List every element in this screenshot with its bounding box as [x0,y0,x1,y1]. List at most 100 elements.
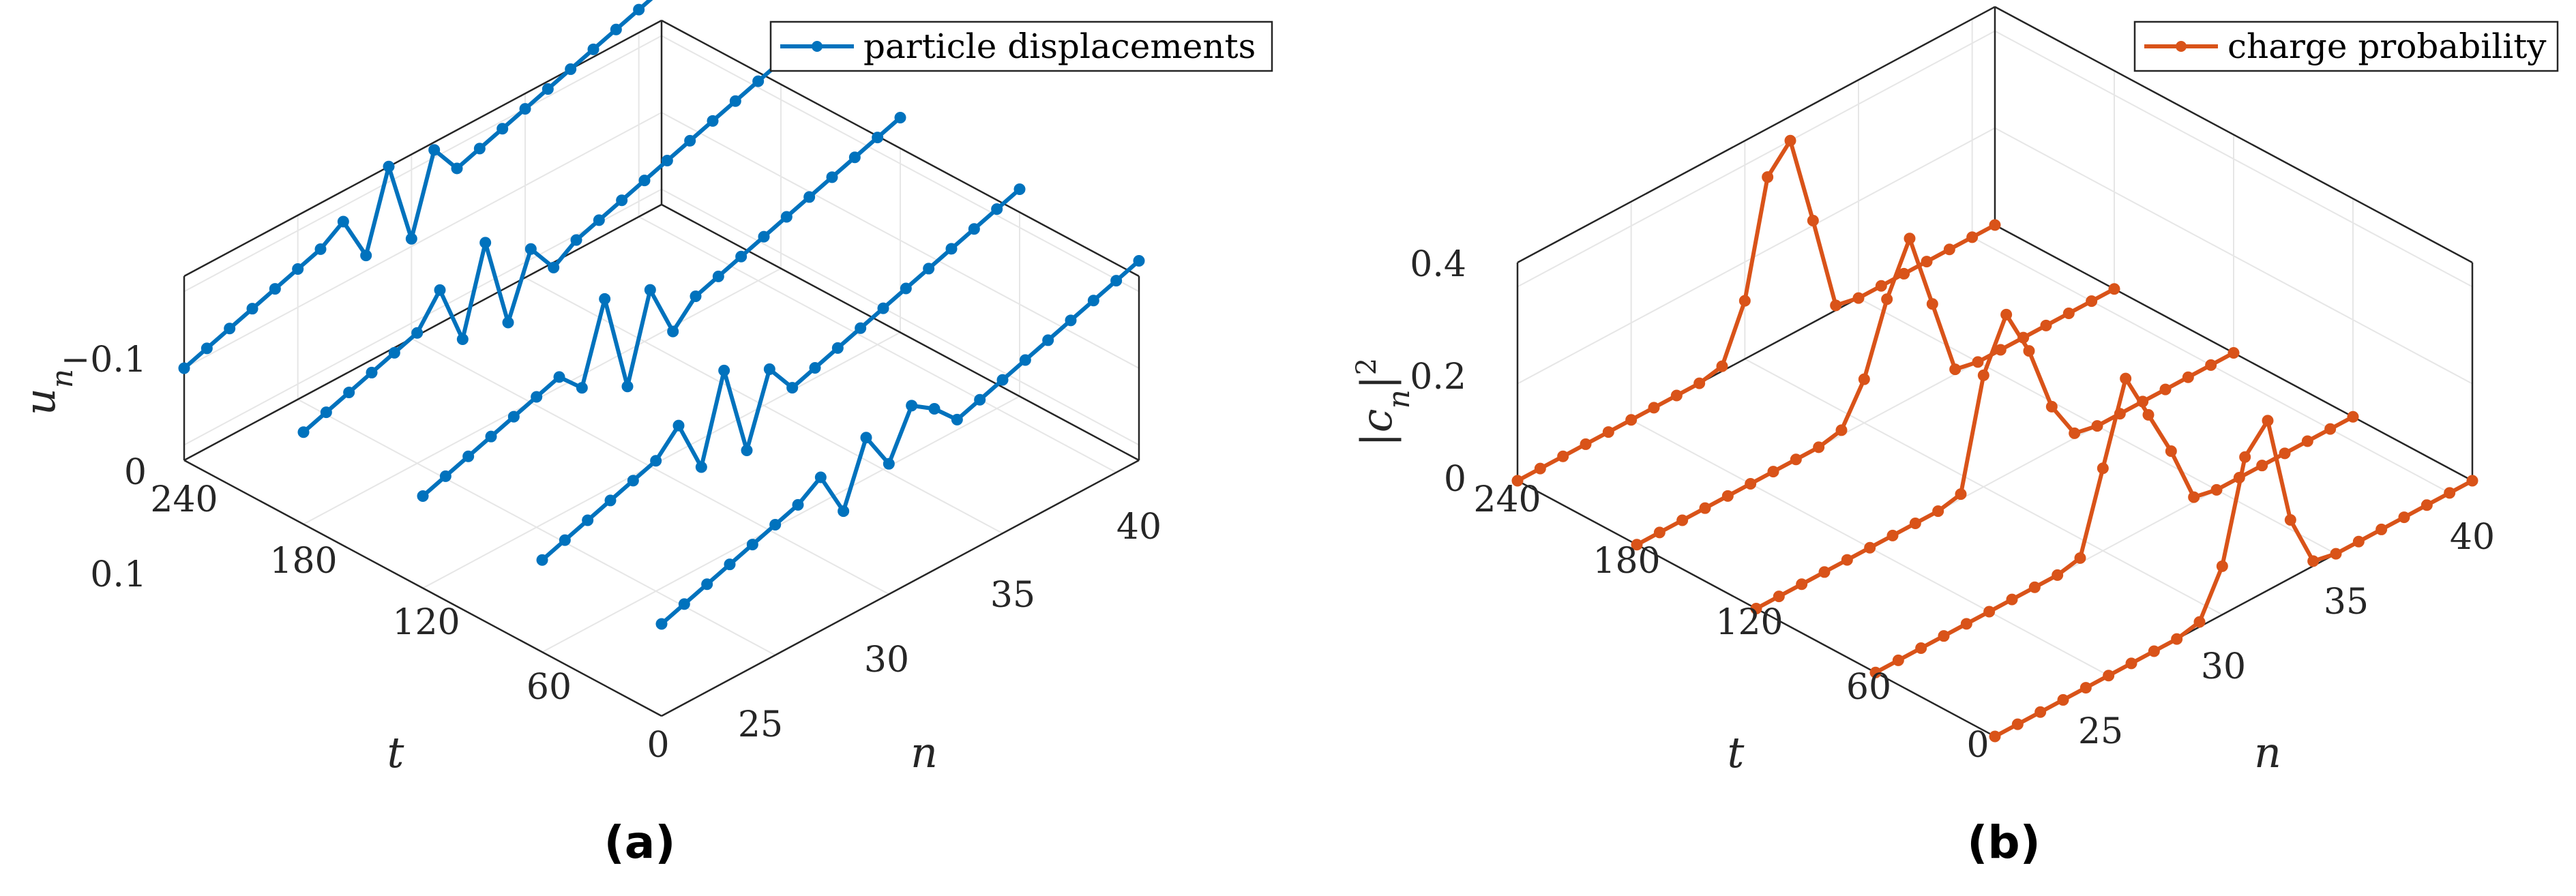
y-tick-label: 60 [527,667,572,708]
data-point [650,455,662,467]
data-point [451,162,463,175]
data-point [991,203,1003,215]
data-point [462,450,475,462]
data-point [809,361,821,374]
data-point [593,214,605,226]
data-point [672,419,685,432]
data-point [1932,505,1944,518]
data-point [2052,569,2064,581]
data-point [570,234,582,246]
data-point [2347,410,2359,423]
data-point [1994,344,2007,356]
data-point [2011,718,2024,730]
data-point [2074,552,2086,564]
data-point [582,514,594,526]
data-point [411,327,424,339]
legend-box [769,20,1273,72]
data-point [587,43,599,55]
data-point [417,490,429,502]
series-line-t60 [1874,376,2354,674]
side-wall-grid-z [661,112,1140,369]
data-point [2205,359,2217,371]
back-wall-grid-z [1517,127,1996,385]
data-point [2216,560,2228,572]
data-point [2120,372,2132,385]
series-line-t180 [302,59,782,434]
floor-grid-n [524,277,1003,535]
data-point [497,123,509,135]
data-point [2375,523,2388,535]
y-tick-label: 0 [647,725,669,766]
data-point [616,194,628,207]
data-point [388,346,400,359]
data-point [1818,566,1831,578]
data-point [2125,657,2137,670]
data-point [661,155,673,167]
x-tick-label: 25 [2078,711,2123,752]
data-point [1534,462,1546,475]
z-tick-label: 0 [1444,459,1466,500]
series-line-t0 [1994,418,2474,738]
data-point [1019,354,1031,366]
data-point [746,539,758,551]
data-point [996,374,1009,386]
data-point [599,293,611,305]
data-point [627,475,639,487]
data-point [2108,283,2120,295]
data-point [763,363,775,375]
side-wall-grid-z [1994,30,2473,288]
data-point [900,282,912,295]
data-point [1858,373,1870,385]
data-point [178,362,190,374]
data-point [678,598,690,610]
data-point [1864,541,1876,554]
data-point [507,410,520,423]
data-point [2330,548,2342,560]
data-point [735,250,747,263]
data-point [559,534,571,546]
data-point [2057,693,2069,706]
data-point [1915,642,1927,655]
data-point [2182,371,2194,383]
data-point [2034,706,2047,718]
data-point [2262,415,2274,427]
data-point [2023,345,2035,357]
side-wall-grid-z [661,188,1140,446]
data-point [548,261,560,273]
data-point [1721,490,1734,502]
data-point [2159,383,2172,395]
data-point [2097,462,2109,475]
data-point [1921,256,1933,268]
data-point [1852,292,1865,304]
data-point [923,263,935,275]
back-wall-grid-z [183,112,662,369]
z-axis-label-sup: 2 [1351,358,1382,375]
data-point [860,432,872,444]
data-point [2210,483,2223,496]
data-point [485,430,497,443]
data-point [428,144,441,156]
data-point [695,461,707,473]
data-point [1892,654,1904,666]
data-point [2284,514,2296,526]
data-point [2062,307,2075,319]
y-axis-label: t [1728,728,1745,777]
data-point [883,458,895,470]
data-point [621,380,634,393]
data-point [786,382,799,394]
data-point [707,115,719,127]
data-point [1699,502,1711,514]
data-point [479,237,492,249]
data-point [684,134,696,147]
data-point [1841,554,1853,566]
data-point [2279,447,2291,460]
back-wall-grid-z [183,188,662,446]
side-wall-grid-z [661,35,1140,293]
data-point [2188,491,2200,503]
data-point [2256,460,2268,472]
series-line-t180 [1635,236,2116,547]
data-point [519,103,531,115]
data-point [383,160,395,173]
x-tick-label: 30 [864,640,909,681]
x-axis-label: n [2254,728,2281,777]
